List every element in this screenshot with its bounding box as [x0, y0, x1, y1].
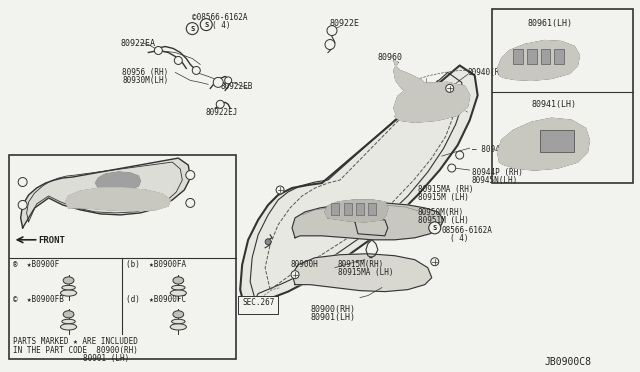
Text: 80900(RH): 80900(RH) [310, 305, 355, 314]
Text: 80940(RH): 80940(RH) [468, 68, 509, 77]
Bar [356, 203, 364, 215]
Polygon shape [394, 61, 432, 100]
Polygon shape [394, 82, 470, 122]
Text: 80901 (LH): 80901 (LH) [83, 355, 129, 363]
Text: ©08566-6162A: ©08566-6162A [192, 13, 248, 22]
Text: ®  ★B0900F: ® ★B0900F [13, 260, 59, 269]
Circle shape [18, 201, 27, 209]
Ellipse shape [63, 311, 74, 318]
Bar [540, 130, 575, 152]
Text: 80950M(RH): 80950M(RH) [418, 208, 464, 217]
Text: FRONT: FRONT [38, 236, 65, 245]
Text: S: S [204, 22, 209, 28]
Circle shape [216, 100, 224, 108]
Ellipse shape [60, 290, 77, 296]
Text: ( 4): ( 4) [212, 20, 231, 30]
Text: 80951M (LH): 80951M (LH) [418, 216, 468, 225]
Text: 80961(LH): 80961(LH) [527, 19, 573, 28]
Circle shape [276, 186, 284, 194]
Polygon shape [240, 65, 477, 310]
Ellipse shape [62, 285, 76, 290]
Text: JB0900C8: JB0900C8 [545, 357, 591, 368]
Circle shape [327, 26, 337, 36]
Ellipse shape [62, 319, 76, 324]
Text: — 80942: — 80942 [472, 145, 504, 154]
Circle shape [456, 151, 464, 159]
Text: S: S [433, 225, 437, 231]
Circle shape [154, 46, 163, 54]
Ellipse shape [63, 277, 74, 284]
Polygon shape [325, 200, 388, 222]
Text: ©  ★B0900FB: © ★B0900FB [13, 295, 63, 304]
Bar [492, 9, 634, 183]
Circle shape [186, 170, 195, 180]
Circle shape [192, 67, 200, 74]
Text: 80930M(LH): 80930M(LH) [122, 76, 169, 86]
Ellipse shape [170, 324, 186, 330]
Text: S: S [190, 26, 195, 32]
Bar [9, 155, 236, 359]
Text: 80901(LH): 80901(LH) [310, 312, 355, 321]
Circle shape [174, 57, 182, 64]
Text: 80915M(RH): 80915M(RH) [338, 260, 384, 269]
Circle shape [265, 239, 271, 245]
Text: (b)  ★B0900FA: (b) ★B0900FA [127, 260, 186, 269]
Text: 80915MA (LH): 80915MA (LH) [338, 268, 394, 277]
Bar [238, 296, 278, 314]
Text: 08566-6162A: 08566-6162A [442, 226, 493, 235]
Bar [368, 203, 376, 215]
Ellipse shape [173, 311, 184, 318]
Ellipse shape [170, 290, 186, 296]
Text: IN THE PART CODE  80900(RH): IN THE PART CODE 80900(RH) [13, 346, 138, 355]
Circle shape [225, 77, 232, 84]
Polygon shape [20, 158, 190, 228]
Text: 80922E: 80922E [330, 19, 360, 28]
Text: 80915MA (RH): 80915MA (RH) [418, 185, 474, 194]
Circle shape [448, 164, 456, 172]
Ellipse shape [173, 277, 184, 284]
Polygon shape [292, 203, 444, 240]
Text: 80941(LH): 80941(LH) [532, 100, 577, 109]
Text: ( 4): ( 4) [450, 234, 468, 243]
Polygon shape [95, 172, 140, 190]
Text: 80922EB: 80922EB [220, 82, 253, 92]
Bar [541, 48, 550, 64]
Circle shape [213, 77, 223, 87]
Polygon shape [498, 41, 579, 80]
Polygon shape [292, 254, 432, 292]
Text: 80960: 80960 [378, 52, 403, 61]
Circle shape [431, 258, 439, 266]
Polygon shape [498, 118, 589, 170]
Text: 80900H: 80900H [290, 260, 318, 269]
Text: SEC.267: SEC.267 [242, 298, 275, 307]
Text: 80945N(LH): 80945N(LH) [472, 176, 518, 185]
Bar [344, 203, 352, 215]
Bar [527, 48, 536, 64]
Polygon shape [65, 188, 170, 211]
Circle shape [291, 271, 299, 279]
Text: 80956 (RH): 80956 (RH) [122, 68, 169, 77]
Ellipse shape [172, 285, 185, 290]
Text: 80922EA: 80922EA [120, 39, 156, 48]
Circle shape [186, 198, 195, 208]
Circle shape [325, 39, 335, 49]
Text: 80944P (RH): 80944P (RH) [472, 168, 522, 177]
Bar [554, 48, 564, 64]
Circle shape [445, 84, 454, 92]
Circle shape [200, 19, 212, 31]
Bar [513, 48, 522, 64]
Text: PARTS MARKED ★ ARE INCLUDED: PARTS MARKED ★ ARE INCLUDED [13, 337, 138, 346]
Ellipse shape [60, 324, 77, 330]
Text: 80915M (LH): 80915M (LH) [418, 193, 468, 202]
Circle shape [18, 177, 27, 186]
Text: (d)  ★B0900FC: (d) ★B0900FC [127, 295, 186, 304]
Circle shape [429, 222, 441, 234]
Circle shape [186, 23, 198, 35]
Text: 80922EJ: 80922EJ [205, 108, 237, 117]
Ellipse shape [172, 319, 185, 324]
Bar [331, 203, 339, 215]
